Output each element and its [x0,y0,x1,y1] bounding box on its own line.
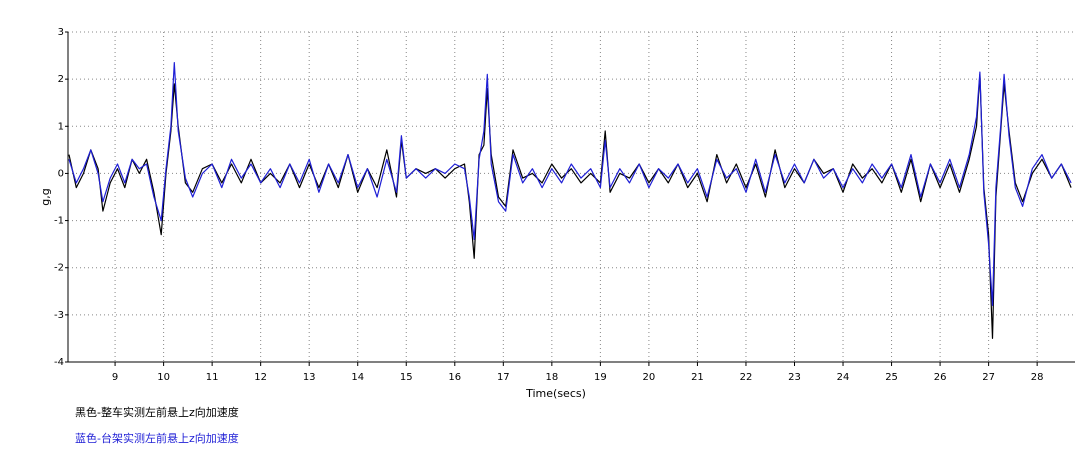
y-tick-label: 3 [58,27,64,38]
legend-entry: 黑色-整车实测左前悬上z向加速度 [75,405,239,419]
x-tick-label: 23 [788,372,801,383]
x-tick-label: 17 [497,372,510,383]
x-tick-label: 13 [303,372,316,383]
y-tick-label: 0 [58,168,64,179]
x-tick-label: 26 [934,372,947,383]
x-tick-label: 27 [982,372,995,383]
x-tick-label: 12 [254,372,267,383]
x-tick-label: 22 [740,372,753,383]
x-tick-label: 16 [448,372,461,383]
y-tick-label: -3 [54,310,64,321]
x-tick-label: 9 [112,372,118,383]
x-tick-label: 24 [837,372,850,383]
x-tick-label: 25 [885,372,898,383]
x-axis-label: Time(secs) [525,387,586,400]
x-tick-label: 18 [545,372,558,383]
x-tick-label: 21 [691,372,704,383]
y-tick-label: -1 [54,216,64,227]
y-axis-label: g,g [39,188,52,205]
series-line [68,62,1072,306]
x-tick-label: 28 [1031,372,1044,383]
y-tick-label: 1 [58,121,64,132]
x-tick-label: 10 [157,372,170,383]
legend-entry: 蓝色-台架实测左前悬上z向加速度 [75,431,239,445]
x-tick-label: 19 [594,372,607,383]
y-tick-label: 2 [58,74,64,85]
x-tick-label: 11 [206,372,219,383]
x-tick-label: 14 [351,372,364,383]
y-tick-label: -4 [54,357,64,368]
x-tick-label: 20 [643,372,656,383]
y-tick-label: -2 [54,263,64,274]
series-line [68,73,1072,339]
x-tick-label: 15 [400,372,413,383]
